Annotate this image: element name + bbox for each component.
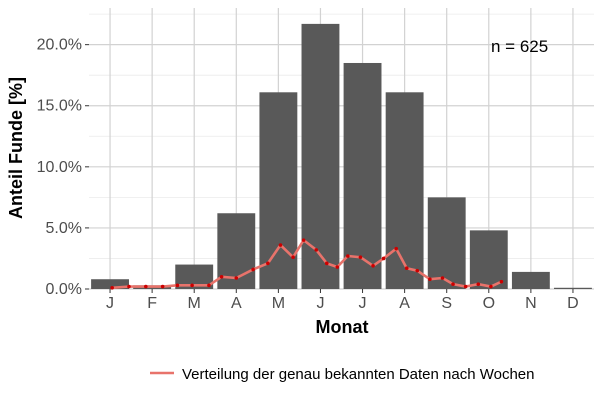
x-tick-label: J [359,295,367,312]
bar-11 [511,271,550,289]
weekly-point-30 [489,284,493,289]
bar-8 [385,92,424,289]
y-axis-title: Anteil Funde [%] [6,77,26,219]
weekly-point-28 [463,284,468,289]
legend-label: Verteilung der genau bekannten Daten nac… [182,366,535,383]
bar-9 [427,197,466,289]
weekly-point-16 [324,261,329,266]
x-tick-label: M [188,295,201,312]
weekly-point-4 [160,284,165,289]
weekly-point-2 [127,284,131,289]
sample-size-annotation: n = 625 [491,37,548,56]
weekly-point-5 [175,283,180,288]
bar-6 [301,23,340,290]
bar-1 [91,279,129,289]
x-tick-label: J [316,295,324,312]
weekly-point-17 [335,265,340,269]
weekly-point-12 [278,243,283,247]
weekly-point-9 [234,276,239,280]
weekly-point-8 [219,274,224,279]
weekly-point-23 [404,266,409,271]
weekly-point-7 [207,283,211,288]
x-tick-label: J [106,295,114,312]
bar-10 [469,230,508,289]
bar-7 [343,62,382,290]
weekly-point-22 [394,246,399,251]
weekly-point-31 [499,279,504,284]
weekly-point-1 [110,285,114,290]
line-series [110,238,504,290]
weekly-point-13 [291,255,295,260]
weekly-point-14 [301,238,306,242]
weekly-point-19 [358,255,363,260]
weekly-point-18 [346,254,350,258]
x-axis-title: Monat [316,317,369,337]
weekly-point-20 [371,263,375,268]
x-tick-label: M [272,295,285,312]
x-tick-label: S [441,295,452,312]
y-tick-label: 10.0% [37,159,82,176]
x-tick-label: F [147,295,157,312]
y-tick-label: 5.0% [46,220,82,237]
y-tick-label: 20.0% [37,37,82,54]
x-tick-label: A [399,295,410,312]
bar-5 [259,92,298,289]
x-tick-label: N [525,295,537,312]
x-tick-label: D [567,295,579,312]
weekly-point-6 [190,283,194,288]
weekly-point-3 [144,284,148,289]
x-tick-label: O [483,295,495,312]
legend: Verteilung der genau bekannten Daten nac… [150,366,535,383]
weekly-point-29 [476,282,481,286]
y-tick-label: 15.0% [37,98,82,115]
x-tick-label: A [231,295,242,312]
axes: 0.0% 5.0% 10.0% 15.0% 20.0% J F M A M J J A S O N D [37,37,579,312]
weekly-point-21 [381,256,386,261]
weekly-point-26 [440,276,445,280]
bars [91,23,592,290]
weekly-point-25 [428,277,432,282]
bar-12 [554,287,592,289]
weekly-point-27 [451,282,455,286]
weekly-point-15 [314,248,319,252]
weekly-point-24 [415,268,420,273]
y-tick-label: 0.0% [46,281,82,298]
weekly-point-11 [266,261,270,266]
weekly-point-10 [251,267,255,272]
